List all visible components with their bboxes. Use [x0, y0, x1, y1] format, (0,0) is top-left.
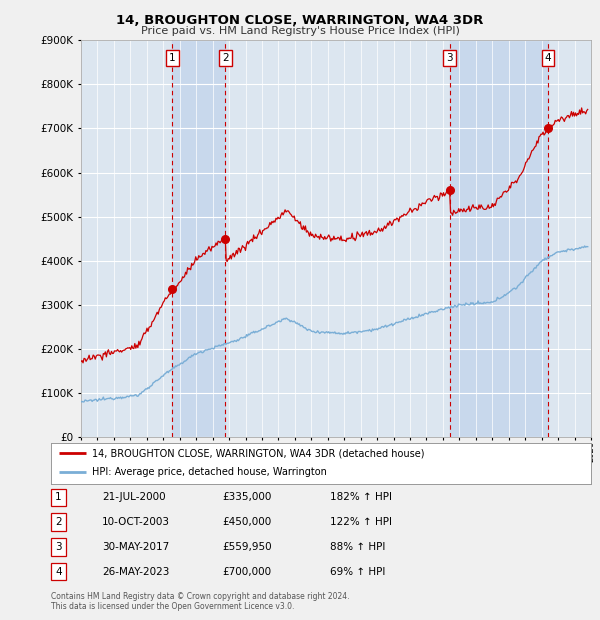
- Text: 2: 2: [55, 517, 62, 527]
- Text: Contains HM Land Registry data © Crown copyright and database right 2024.: Contains HM Land Registry data © Crown c…: [51, 592, 349, 601]
- Text: £335,000: £335,000: [222, 492, 271, 502]
- Text: 30-MAY-2017: 30-MAY-2017: [102, 542, 169, 552]
- Text: £559,950: £559,950: [222, 542, 272, 552]
- Text: 122% ↑ HPI: 122% ↑ HPI: [330, 517, 392, 527]
- Text: 1: 1: [55, 492, 62, 502]
- Text: 10-OCT-2003: 10-OCT-2003: [102, 517, 170, 527]
- Text: 14, BROUGHTON CLOSE, WARRINGTON, WA4 3DR (detached house): 14, BROUGHTON CLOSE, WARRINGTON, WA4 3DR…: [91, 448, 424, 458]
- Text: 26-MAY-2023: 26-MAY-2023: [102, 567, 169, 577]
- Text: 21-JUL-2000: 21-JUL-2000: [102, 492, 166, 502]
- Text: 1: 1: [169, 53, 176, 63]
- Text: 2: 2: [222, 53, 229, 63]
- Text: 3: 3: [55, 542, 62, 552]
- Text: Price paid vs. HM Land Registry's House Price Index (HPI): Price paid vs. HM Land Registry's House …: [140, 26, 460, 36]
- Text: 88% ↑ HPI: 88% ↑ HPI: [330, 542, 385, 552]
- Text: 14, BROUGHTON CLOSE, WARRINGTON, WA4 3DR: 14, BROUGHTON CLOSE, WARRINGTON, WA4 3DR: [116, 14, 484, 27]
- Text: 69% ↑ HPI: 69% ↑ HPI: [330, 567, 385, 577]
- Text: HPI: Average price, detached house, Warrington: HPI: Average price, detached house, Warr…: [91, 467, 326, 477]
- Bar: [449, 40, 548, 437]
- Text: £700,000: £700,000: [222, 567, 271, 577]
- Text: 4: 4: [545, 53, 551, 63]
- Text: This data is licensed under the Open Government Licence v3.0.: This data is licensed under the Open Gov…: [51, 601, 295, 611]
- Text: 4: 4: [55, 567, 62, 577]
- Bar: [172, 40, 226, 437]
- Text: 182% ↑ HPI: 182% ↑ HPI: [330, 492, 392, 502]
- Text: £450,000: £450,000: [222, 517, 271, 527]
- Text: 3: 3: [446, 53, 453, 63]
